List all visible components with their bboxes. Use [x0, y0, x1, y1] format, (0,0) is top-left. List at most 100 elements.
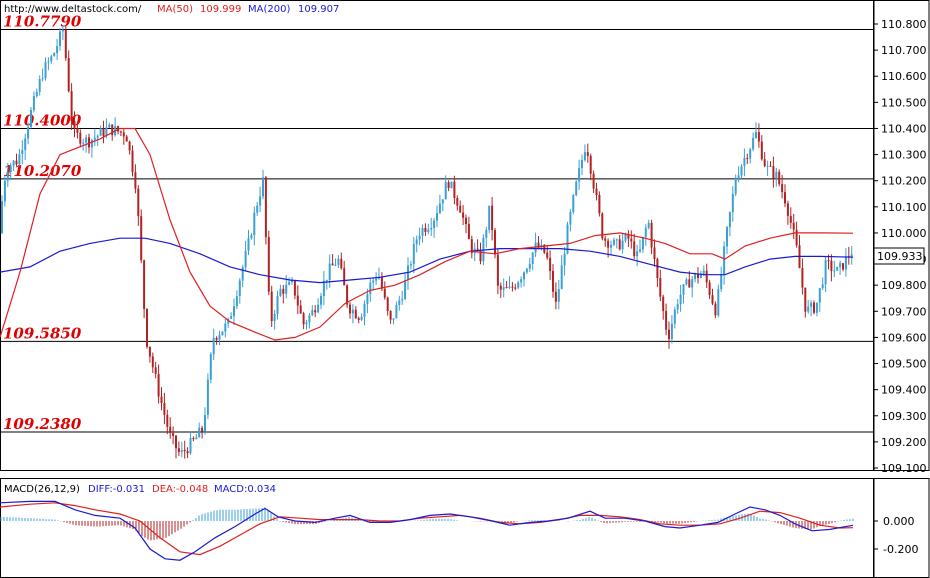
candle-body	[146, 308, 148, 347]
price-tick-label: 110.400	[881, 122, 927, 135]
candle-body	[850, 254, 853, 257]
candle-body	[30, 110, 32, 127]
candle-body	[688, 279, 691, 288]
candle-body	[842, 263, 844, 270]
candle-body	[288, 282, 291, 285]
candle-body	[366, 294, 369, 304]
candle-body	[151, 356, 154, 368]
candle-body	[685, 279, 688, 285]
candle-body	[647, 222, 650, 228]
candle-body	[334, 264, 337, 266]
candle-body	[247, 238, 250, 251]
candle-body	[195, 437, 198, 440]
candle-body	[621, 240, 624, 250]
candle-body	[720, 274, 723, 290]
candle-body	[169, 426, 172, 434]
price-tick-label: 110.500	[881, 96, 927, 109]
price-tick-label: 110.800	[881, 18, 927, 31]
candle-body	[337, 258, 340, 265]
candle-body	[296, 295, 299, 306]
candle-body	[24, 138, 27, 151]
candle-body	[380, 276, 383, 289]
candle-body	[386, 297, 389, 311]
candle-body	[424, 227, 427, 232]
candle-body	[166, 414, 169, 427]
candle-body	[308, 315, 311, 323]
candle-body	[6, 172, 9, 181]
candle-body	[32, 96, 35, 111]
candle-body	[459, 205, 462, 213]
candle-body	[293, 280, 296, 296]
candle-body	[755, 132, 757, 138]
candle-body	[317, 304, 320, 313]
candle-body	[801, 268, 804, 288]
candle-body	[351, 309, 354, 314]
candle-body	[505, 287, 508, 289]
candle-body	[467, 224, 470, 240]
candle-body	[90, 139, 93, 148]
candle-body	[85, 137, 88, 143]
candle-body	[598, 195, 601, 214]
candle-body	[743, 157, 746, 167]
candle-body	[148, 346, 151, 357]
candle-body	[224, 323, 227, 332]
source-url[interactable]: http://www.deltastock.com/	[4, 4, 142, 15]
macd-axis	[873, 478, 930, 578]
candle-body	[734, 179, 737, 194]
candle-body	[67, 58, 70, 92]
candle-body	[830, 260, 833, 271]
candle-body	[398, 300, 401, 305]
diff-line	[0, 500, 854, 561]
candle-body	[723, 246, 726, 275]
candle-body	[520, 279, 523, 283]
ma50-value: 109.999	[200, 4, 241, 15]
candle-body	[401, 299, 404, 301]
candle-body	[99, 128, 102, 136]
candle-body	[650, 222, 653, 248]
candle-body	[821, 284, 824, 289]
candle-body	[201, 427, 204, 432]
candle-body	[775, 171, 778, 179]
candle-body	[299, 305, 302, 314]
candle-body	[757, 132, 760, 142]
candle-body	[50, 56, 53, 62]
candle-body	[546, 252, 549, 258]
candle-body	[763, 159, 766, 167]
candle-body	[244, 250, 247, 268]
candle-body	[276, 296, 279, 314]
candle-body	[122, 132, 125, 137]
candle-body	[586, 152, 589, 156]
candle-body	[581, 160, 583, 169]
candle-body	[163, 402, 166, 415]
candle-body	[108, 124, 111, 128]
candle-body	[157, 373, 160, 397]
price-tick-label: 110.600	[881, 70, 927, 83]
candle-body	[409, 264, 412, 266]
price-tick-label: 109.100	[881, 462, 927, 475]
ma200-label: MA(200)	[248, 4, 290, 15]
candle-body	[204, 414, 206, 432]
candle-body	[583, 152, 586, 161]
candle-body	[607, 240, 610, 248]
candle-body	[627, 234, 630, 239]
candle-body	[694, 273, 697, 280]
candle-body	[311, 310, 314, 316]
candle-body	[215, 337, 218, 340]
price-tick-label: 110.200	[881, 175, 927, 188]
candle-body	[766, 165, 769, 167]
candle-body	[523, 272, 525, 280]
price-tick-label: 110.000	[881, 227, 927, 240]
candle-body	[552, 270, 554, 292]
candle-body	[143, 260, 146, 309]
ma50-line	[0, 127, 854, 341]
candle-body	[105, 127, 108, 136]
candle-body	[670, 323, 673, 340]
candle-body	[502, 287, 505, 290]
candle-body	[789, 215, 792, 223]
candle-body	[476, 248, 479, 250]
candle-body	[517, 282, 520, 288]
candle-body	[578, 168, 581, 182]
candle-body	[186, 451, 189, 454]
candle-body	[514, 287, 517, 289]
candle-body	[465, 217, 467, 225]
